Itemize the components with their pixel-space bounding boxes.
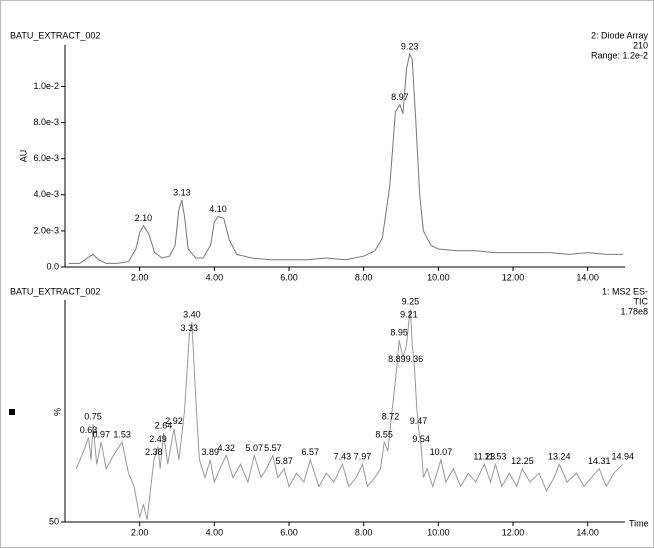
peak-label: 4.32 <box>218 443 236 453</box>
panel-title: BATU_EXTRACT_002 <box>10 286 100 296</box>
x-tick-label: 14.00 <box>576 527 599 537</box>
peak-label: 9.36 <box>406 354 424 364</box>
y-tick-label: 2.0e-3 <box>33 225 59 235</box>
x-tick-label: 6.00 <box>280 272 298 282</box>
x-tick-label: 2.00 <box>131 272 149 282</box>
peak-label: 14.31 <box>588 456 611 466</box>
peak-label: 3.40 <box>183 310 201 320</box>
x-tick-label: 2.00 <box>131 527 149 537</box>
x-tick-label: 6.00 <box>280 527 298 537</box>
peak-label: 2.49 <box>149 434 167 444</box>
x-tick-label: 8.00 <box>355 527 373 537</box>
peak-label: 9.54 <box>412 434 430 444</box>
panel-info: Range: 1.2e-2 <box>591 50 648 60</box>
x-axis-label: Time <box>629 518 649 528</box>
y-axis-label: % <box>52 408 62 416</box>
peak-label: 9.23 <box>401 41 419 51</box>
x-tick-label: 12.00 <box>502 272 525 282</box>
peak-label: 2.92 <box>165 416 183 426</box>
x-tick-label: 14.00 <box>576 272 599 282</box>
peak-label: 6.57 <box>302 447 320 457</box>
panel-info: 2: Diode Array <box>591 30 649 40</box>
panel-info: 1: MS2 ES- <box>602 286 648 296</box>
panel-info: 210 <box>633 40 648 50</box>
x-tick-label: 4.00 <box>206 527 224 537</box>
peak-label: 9.47 <box>410 416 428 426</box>
marker <box>9 409 15 415</box>
peak-label: 0.63 <box>80 425 98 435</box>
peak-label: 10.07 <box>430 447 453 457</box>
peak-label: 4.10 <box>209 204 227 214</box>
peak-label: 3.89 <box>201 447 219 457</box>
peak-label: 5.57 <box>264 443 282 453</box>
peak-label: 8.55 <box>375 429 393 439</box>
trace <box>75 308 624 520</box>
x-tick-label: 10.00 <box>427 527 450 537</box>
peak-label: 2.38 <box>145 447 163 457</box>
x-tick-label: 12.00 <box>502 527 525 537</box>
y-tick-label: 50 <box>49 516 59 526</box>
panel-info: TIC <box>634 296 649 306</box>
x-tick-label: 10.00 <box>427 272 450 282</box>
peak-label: 2.64 <box>155 421 173 431</box>
peak-label: 8.72 <box>382 412 400 422</box>
peak-label: 7.43 <box>334 452 352 462</box>
peak-label: 3.13 <box>173 188 191 198</box>
peak-label: 13.24 <box>548 452 571 462</box>
peak-label: 1.53 <box>113 429 131 439</box>
x-tick-label: 4.00 <box>206 272 224 282</box>
y-tick-label: 1.0e-2 <box>33 81 59 91</box>
trace <box>68 52 624 264</box>
y-tick-label: 8.0e-3 <box>33 117 59 127</box>
peak-label: 9.25 <box>402 296 420 306</box>
y-axis-label: AU <box>18 150 28 163</box>
peak-label: 5.07 <box>246 443 264 453</box>
peak-label: 5.87 <box>275 456 293 466</box>
y-tick-label: 4.0e-3 <box>33 189 59 199</box>
peak-label: 3.33 <box>181 323 199 333</box>
peak-label: 14.94 <box>611 452 634 462</box>
peak-label: 7.97 <box>354 452 372 462</box>
peak-label: 9.21 <box>400 310 418 320</box>
peak-label: 0.75 <box>84 412 102 422</box>
x-tick-label: 8.00 <box>355 272 373 282</box>
peak-label: 8.95 <box>390 327 408 337</box>
peak-label: 2.10 <box>135 213 153 223</box>
peak-label: 0.97 <box>92 429 110 439</box>
peak-label: 8.89 <box>388 354 406 364</box>
y-tick-label: 6.0e-3 <box>33 153 59 163</box>
y-tick-label: 0.0 <box>46 261 59 271</box>
panel-title: BATU_EXTRACT_002 <box>10 30 100 40</box>
panel-info: 1.78e8 <box>620 306 648 316</box>
peak-label: 8.97 <box>391 92 409 102</box>
peak-label: 11.23 <box>473 452 495 462</box>
peak-label: 12.25 <box>511 456 534 466</box>
peak-label: 11.53 <box>485 452 507 462</box>
